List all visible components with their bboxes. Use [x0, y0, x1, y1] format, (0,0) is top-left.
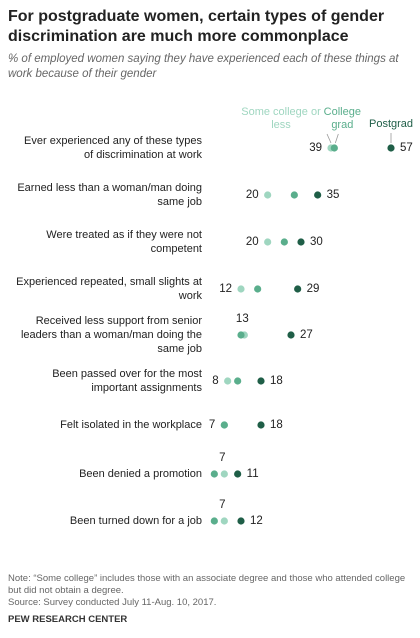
dot — [220, 517, 228, 525]
value-label: 29 — [307, 283, 320, 295]
dot — [264, 191, 272, 199]
credit: PEW RESEARCH CENTER — [8, 614, 128, 625]
dot — [264, 238, 272, 246]
dot — [210, 470, 218, 478]
dot — [224, 377, 232, 385]
value-label: 20 — [246, 189, 259, 201]
value-label: 18 — [270, 375, 283, 387]
value-label: 20 — [246, 236, 259, 248]
value-label: 11 — [247, 468, 259, 480]
legend-label: Postgrad — [368, 118, 414, 130]
category-label: Felt isolated in the workplace — [60, 419, 202, 431]
legend-label: Some college or less — [241, 106, 321, 131]
category-label: Been passed over for the most important … — [52, 368, 202, 394]
category-label: Earned less than a woman/man doing same … — [17, 182, 202, 208]
dot — [314, 191, 322, 199]
dot — [210, 517, 218, 525]
dot — [257, 421, 265, 429]
dot — [220, 421, 228, 429]
category-label: Been denied a promotion — [79, 468, 202, 480]
legend-leader — [326, 133, 332, 144]
legend-label: College grad — [323, 106, 361, 131]
value-label: 12 — [219, 283, 232, 295]
value-label: 18 — [270, 419, 283, 431]
dot — [254, 285, 262, 293]
dot — [257, 377, 265, 385]
value-label: 7 — [209, 419, 215, 431]
dot — [330, 144, 338, 152]
dot — [234, 377, 242, 385]
value-label: 27 — [300, 329, 313, 341]
value-label: 13 — [236, 313, 249, 325]
source: Source: Survey conducted July 11-Aug. 10… — [8, 597, 217, 608]
value-label: 57 — [400, 142, 413, 154]
legend-leader — [334, 133, 339, 144]
value-label: 12 — [250, 515, 263, 527]
dot — [237, 331, 245, 339]
value-label: 30 — [310, 236, 323, 248]
category-label: Ever experienced any of these types of d… — [24, 135, 202, 161]
dot — [294, 285, 302, 293]
category-label: Were treated as if they were not compete… — [46, 229, 202, 255]
dot — [237, 517, 245, 525]
value-label: 8 — [212, 375, 218, 387]
value-label: 7 — [219, 452, 225, 464]
dot — [234, 470, 242, 478]
chart-subtitle: % of employed women saying they have exp… — [8, 53, 399, 80]
category-label: Been turned down for a job — [69, 515, 202, 527]
value-label: 39 — [309, 142, 322, 154]
value-label: 35 — [327, 189, 340, 201]
category-label: Experienced repeated, small slights at w… — [16, 276, 202, 302]
dot — [280, 238, 288, 246]
dot — [290, 191, 298, 199]
note: Note: “Some college” includes those with… — [8, 573, 406, 596]
value-label: 7 — [219, 499, 225, 511]
category-label: Received less support from senior leader… — [20, 315, 202, 355]
dot — [237, 285, 245, 293]
dot — [220, 470, 228, 478]
chart-title: For postgraduate women, certain types of… — [8, 8, 385, 45]
dot — [297, 238, 305, 246]
dot — [287, 331, 295, 339]
dot — [387, 144, 395, 152]
